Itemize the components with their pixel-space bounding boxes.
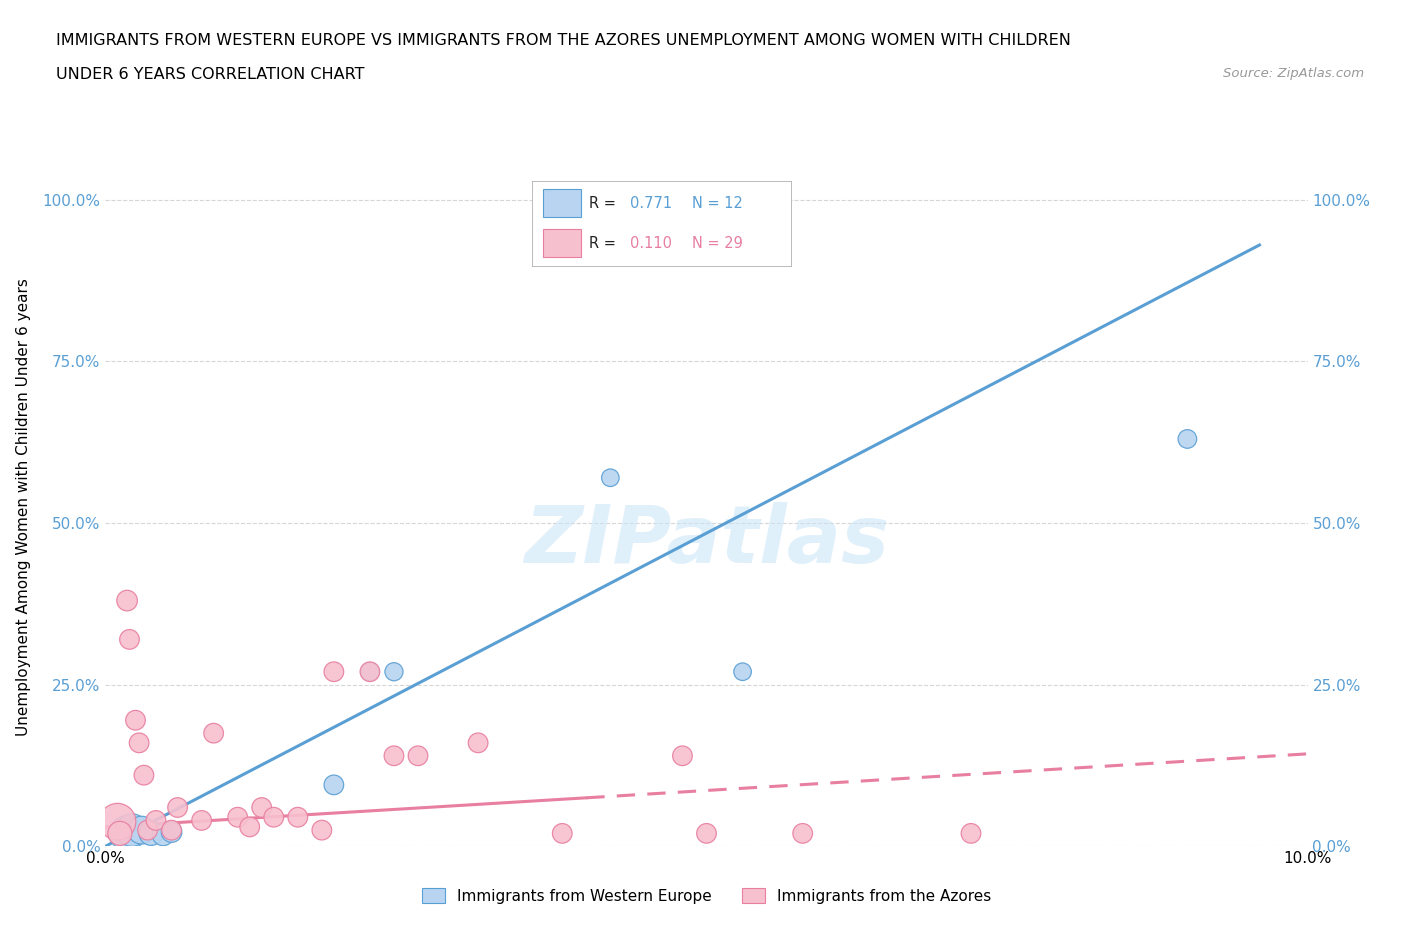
Point: [136, 823, 159, 838]
Point: [190, 813, 212, 828]
Point: [166, 800, 188, 815]
Point: [359, 664, 381, 679]
Text: ZIPatlas: ZIPatlas: [524, 502, 889, 579]
Point: [671, 749, 693, 764]
Point: [467, 736, 489, 751]
Legend: Immigrants from Western Europe, Immigrants from the Azores: Immigrants from Western Europe, Immigran…: [416, 883, 997, 910]
Point: [128, 736, 150, 751]
Point: [960, 826, 983, 841]
Text: IMMIGRANTS FROM WESTERN EUROPE VS IMMIGRANTS FROM THE AZORES UNEMPLOYMENT AMONG : IMMIGRANTS FROM WESTERN EUROPE VS IMMIGR…: [56, 33, 1071, 47]
Point: [107, 815, 129, 830]
Y-axis label: Unemployment Among Women with Children Under 6 years: Unemployment Among Women with Children U…: [17, 278, 31, 736]
Point: [359, 664, 381, 679]
Point: [322, 777, 344, 792]
Point: [131, 823, 153, 838]
Text: UNDER 6 YEARS CORRELATION CHART: UNDER 6 YEARS CORRELATION CHART: [56, 67, 364, 82]
Point: [139, 826, 162, 841]
Point: [1175, 432, 1198, 446]
Point: [226, 810, 249, 825]
Point: [551, 826, 574, 841]
Point: [250, 800, 273, 815]
Point: [322, 664, 344, 679]
Point: [160, 823, 183, 838]
Point: [108, 826, 131, 841]
Point: [152, 827, 174, 842]
Point: [382, 749, 405, 764]
Point: [696, 826, 718, 841]
Point: [599, 471, 621, 485]
Point: [160, 825, 183, 840]
Point: [202, 725, 225, 740]
Point: [145, 813, 167, 828]
Point: [115, 593, 138, 608]
Point: [239, 819, 262, 834]
Text: Source: ZipAtlas.com: Source: ZipAtlas.com: [1223, 67, 1364, 80]
Point: [263, 810, 285, 825]
Point: [382, 664, 405, 679]
Point: [121, 823, 143, 838]
Point: [132, 768, 155, 783]
Point: [115, 826, 138, 841]
Point: [311, 823, 333, 838]
Point: [792, 826, 814, 841]
Point: [731, 664, 754, 679]
Point: [406, 749, 429, 764]
Point: [287, 810, 309, 825]
Point: [124, 712, 146, 727]
Point: [118, 632, 141, 647]
